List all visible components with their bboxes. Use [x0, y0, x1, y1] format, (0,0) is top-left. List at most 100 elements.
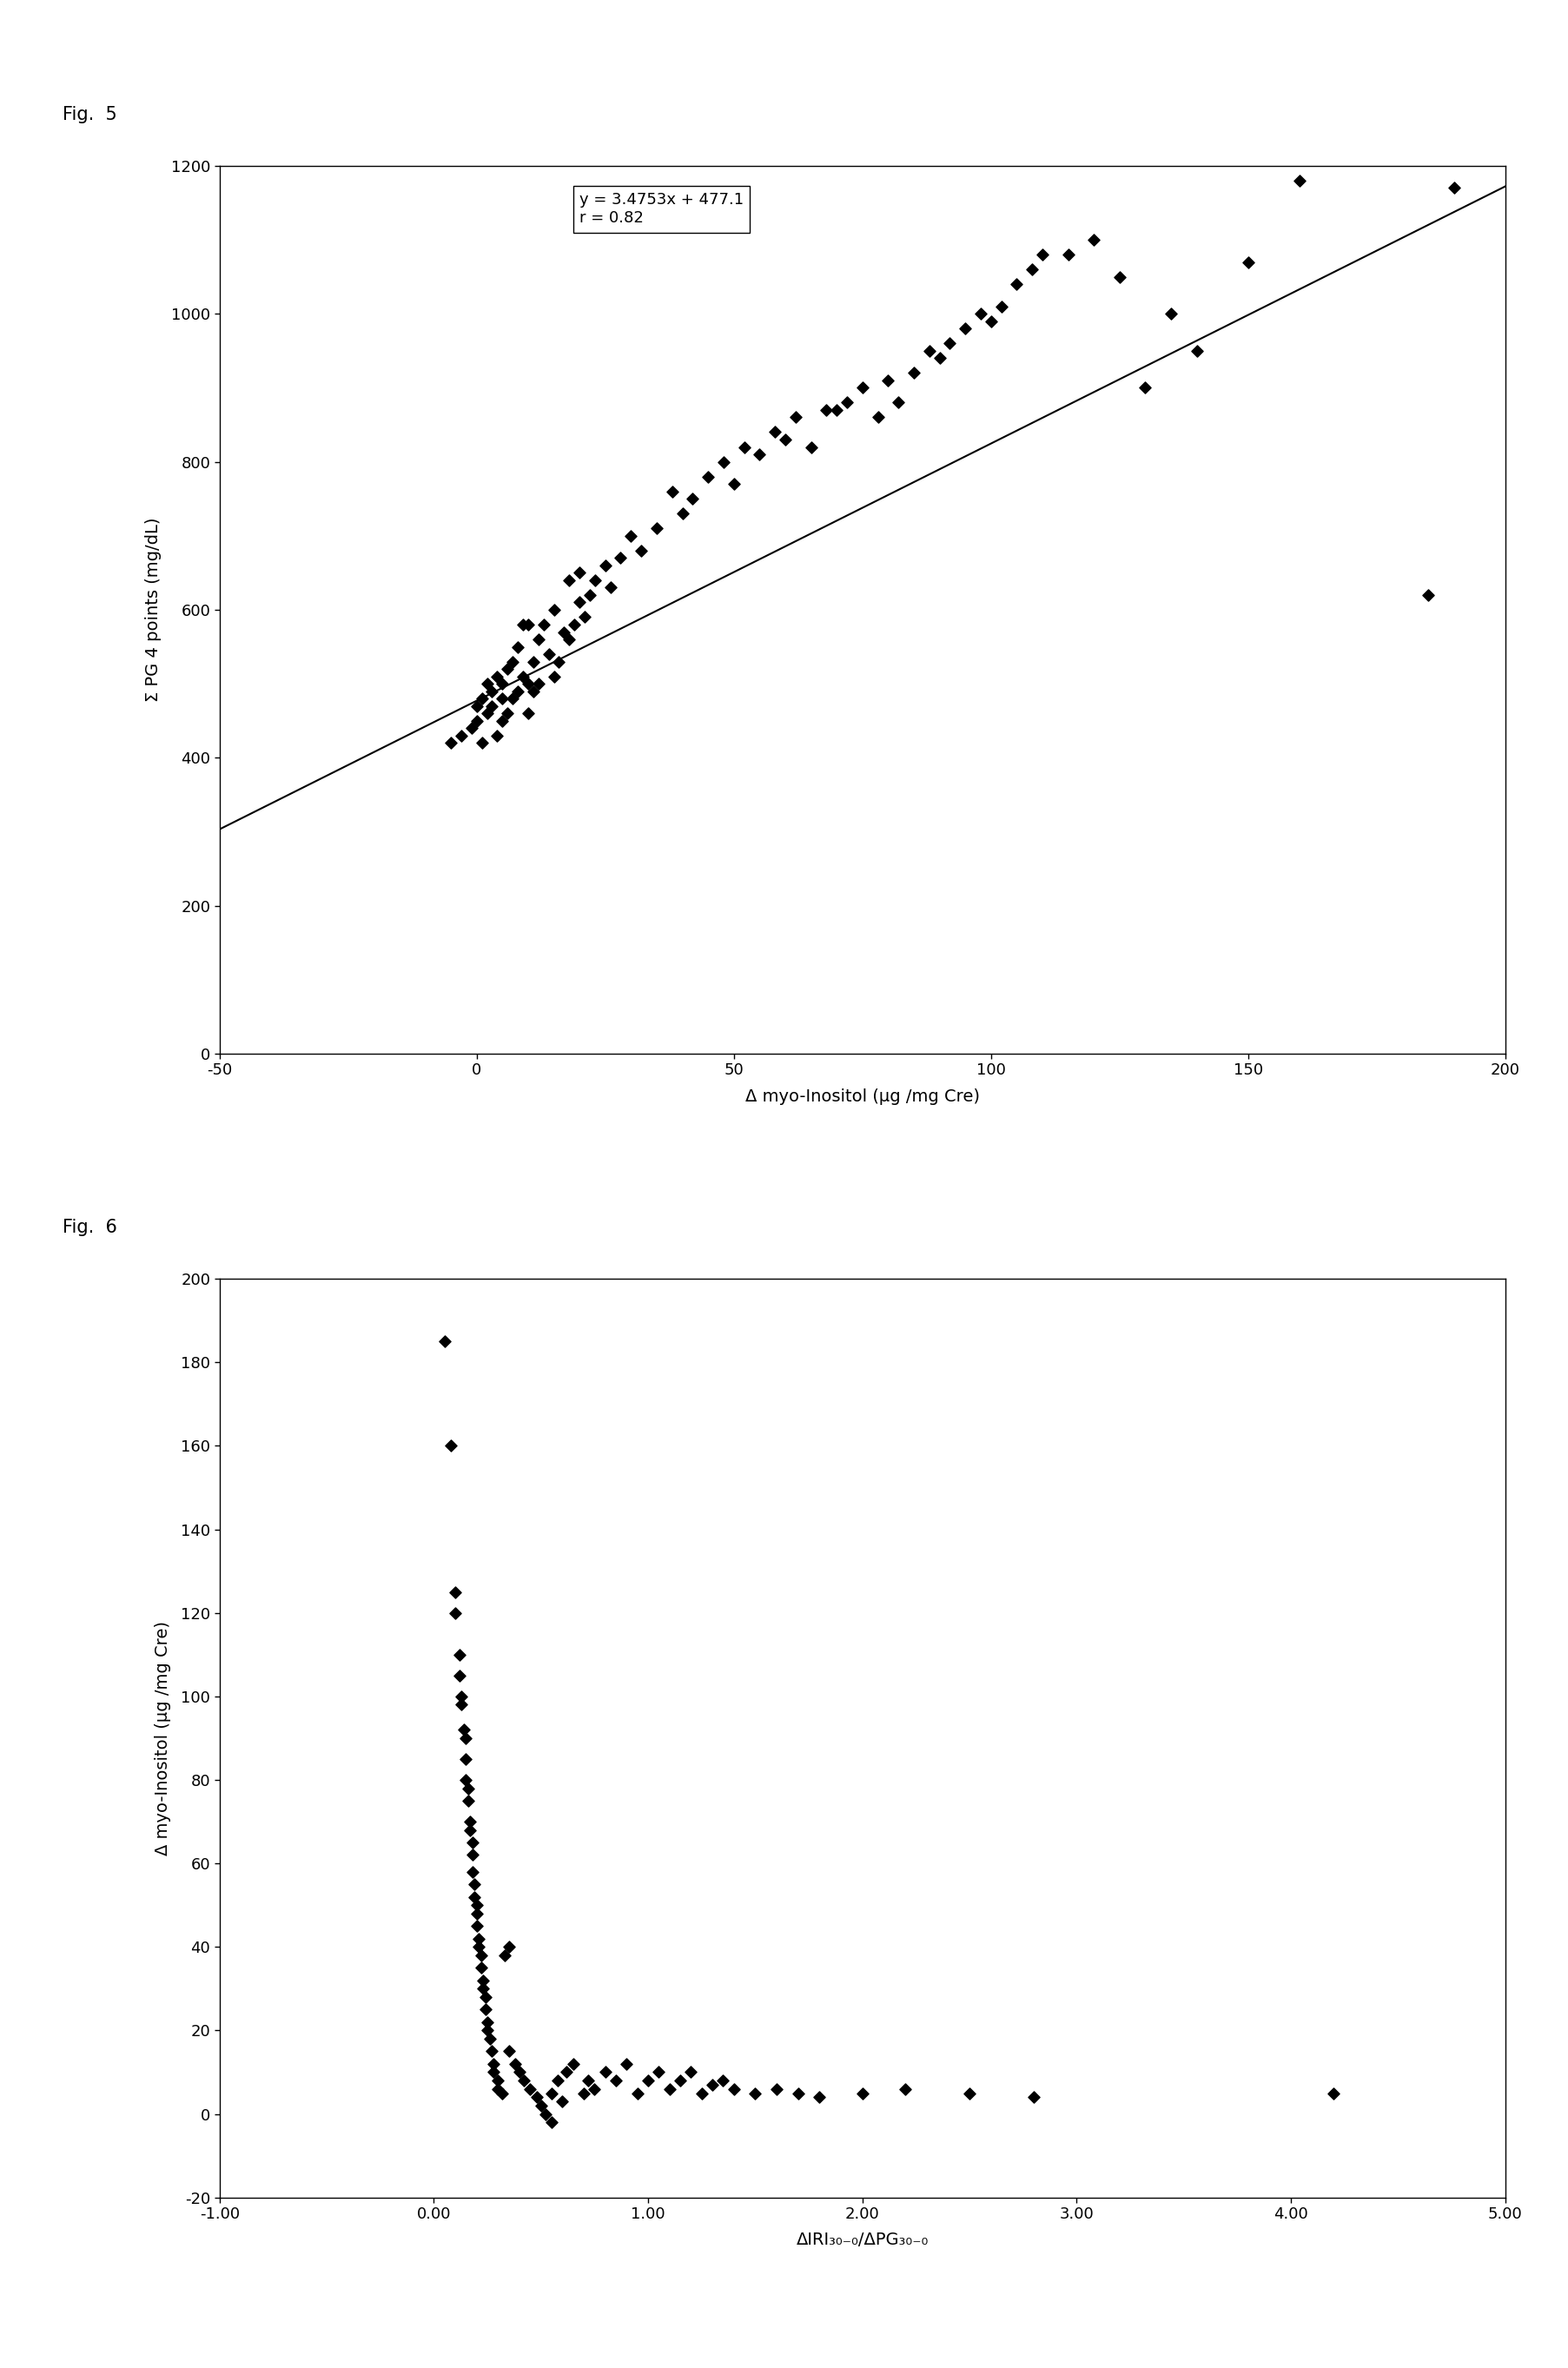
Point	[439, 1428, 464, 1466]
Point	[459, 1823, 485, 1861]
Point	[486, 2063, 511, 2100]
Point	[875, 362, 900, 400]
Point	[552, 613, 577, 651]
Point	[593, 547, 618, 585]
Point	[539, 2074, 564, 2112]
Point	[433, 1321, 458, 1359]
Point	[459, 1835, 485, 1873]
Point	[978, 303, 1004, 341]
Point	[469, 1949, 494, 1987]
Point	[746, 436, 771, 474]
Point	[593, 2053, 618, 2091]
Point	[635, 2063, 660, 2100]
Point	[456, 1769, 481, 1807]
Point	[989, 287, 1014, 324]
Point	[808, 2079, 833, 2117]
Point	[506, 2053, 532, 2091]
Point	[644, 509, 670, 547]
Point	[668, 2063, 693, 2100]
Point	[489, 701, 514, 739]
Point	[481, 2053, 506, 2091]
Point	[516, 606, 541, 644]
Point	[448, 718, 474, 755]
Point	[561, 2046, 586, 2084]
Point	[670, 495, 695, 533]
Point	[629, 530, 654, 568]
Point	[448, 1677, 474, 1714]
Point	[442, 1572, 467, 1610]
Point	[721, 2070, 746, 2108]
Point	[456, 1781, 481, 1819]
Point	[475, 694, 500, 732]
Point	[762, 412, 787, 450]
Point	[533, 2096, 558, 2134]
Point	[1030, 234, 1055, 272]
Text: Fig.  6: Fig. 6	[63, 1220, 118, 1236]
Point	[503, 2046, 528, 2084]
Point	[539, 2103, 564, 2141]
Point	[516, 665, 541, 703]
Point	[472, 1977, 497, 2015]
Point	[505, 628, 530, 665]
Point	[517, 2070, 543, 2108]
Point	[679, 2053, 704, 2091]
Point	[582, 561, 607, 599]
Point	[786, 2074, 811, 2112]
Point	[743, 2074, 768, 2112]
Point	[1132, 369, 1157, 407]
Point	[710, 2063, 735, 2100]
Point	[447, 1658, 472, 1695]
Point	[458, 1802, 483, 1840]
Point	[917, 332, 942, 369]
Point	[561, 606, 586, 644]
Point	[480, 673, 505, 710]
Point	[850, 369, 875, 407]
Point	[511, 606, 536, 644]
Point	[550, 2081, 575, 2119]
Point	[495, 694, 521, 732]
Point	[624, 2074, 651, 2112]
Point	[568, 583, 593, 620]
Point	[571, 2074, 596, 2112]
Point	[495, 649, 521, 687]
Point	[521, 673, 546, 710]
Point	[1082, 220, 1107, 258]
Point	[825, 391, 850, 429]
Point	[597, 568, 622, 606]
Point	[850, 2074, 875, 2112]
Y-axis label: Δ myo-Inositol (μg /mg Cre): Δ myo-Inositol (μg /mg Cre)	[155, 1620, 171, 1857]
Point	[541, 658, 566, 696]
Point	[463, 1866, 488, 1904]
Point	[469, 680, 494, 718]
Point	[967, 294, 993, 332]
Point	[492, 1937, 517, 1975]
Point	[447, 1636, 472, 1674]
Point	[500, 642, 525, 680]
Point	[1416, 575, 1441, 613]
Point	[475, 2010, 500, 2048]
Point	[505, 673, 530, 710]
Point	[453, 1719, 478, 1757]
Point	[798, 429, 823, 466]
Point	[1236, 244, 1261, 282]
Point	[1441, 168, 1466, 206]
Point	[532, 606, 557, 644]
Point	[1019, 251, 1044, 289]
Point	[773, 422, 798, 459]
Point	[557, 620, 582, 658]
Point	[1184, 332, 1209, 369]
Point	[577, 575, 602, 613]
Point	[608, 540, 633, 578]
Point	[525, 620, 550, 658]
Point	[464, 701, 489, 739]
Point	[546, 2063, 571, 2100]
Point	[892, 2070, 917, 2108]
Point	[618, 516, 643, 554]
Point	[525, 665, 550, 703]
Point	[453, 1762, 478, 1800]
Point	[557, 561, 582, 599]
Point	[1004, 265, 1029, 303]
Point	[485, 658, 510, 696]
Point	[866, 398, 891, 436]
Point	[466, 1928, 491, 1965]
